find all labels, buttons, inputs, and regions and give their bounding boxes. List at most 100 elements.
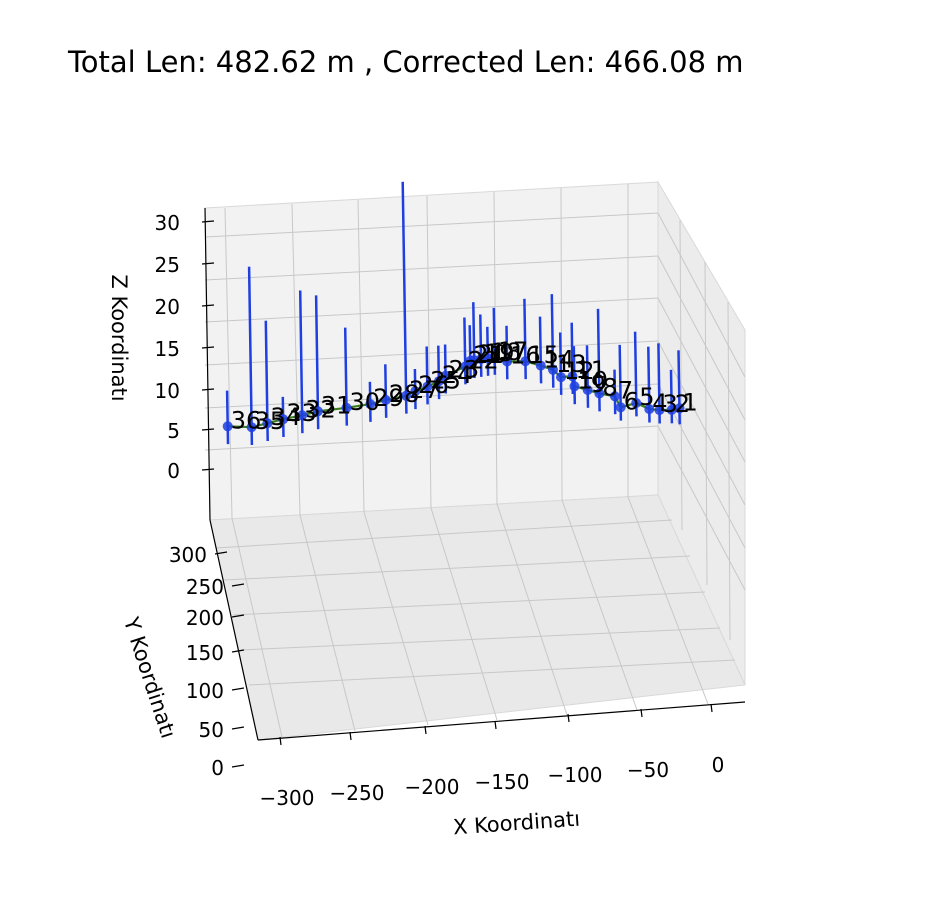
- z-tick-mark: [201, 346, 215, 349]
- station-point: [341, 402, 352, 413]
- station-point: [556, 372, 566, 383]
- x-tick-mark: [494, 720, 497, 730]
- z-tick-label: 10: [155, 379, 180, 403]
- z-tick-mark: [201, 304, 215, 307]
- z-tick-label: 5: [167, 419, 180, 443]
- station-error-bar: [298, 290, 304, 434]
- grid-line: [204, 340, 659, 366]
- station-error-bar: [538, 316, 543, 384]
- y-tick-label: 100: [186, 679, 224, 703]
- grid-line: [248, 659, 736, 686]
- z-tick-mark: [201, 468, 215, 471]
- station-label: 28: [389, 380, 420, 408]
- x-tick-label: −100: [548, 763, 603, 787]
- station-label: 8: [602, 374, 617, 402]
- station-point: [674, 403, 685, 414]
- station-point: [582, 385, 593, 395]
- station-point: [520, 356, 531, 367]
- x-tick-mark: [710, 703, 713, 713]
- z-tick-mark: [201, 428, 215, 431]
- grid-line: [627, 496, 709, 705]
- station-error-bar: [247, 266, 254, 446]
- station-point: [654, 405, 665, 416]
- axis-panes: [204, 180, 746, 741]
- grid-line: [215, 519, 673, 549]
- y-tick-mark: [231, 764, 245, 768]
- z-tick-mark: [201, 388, 215, 391]
- station-label: 3: [663, 390, 678, 418]
- station-point: [615, 402, 626, 413]
- z-tick-label: 15: [155, 337, 180, 361]
- station-point: [609, 391, 620, 402]
- station-label: 2: [675, 390, 690, 418]
- station-point: [548, 364, 558, 375]
- station-point: [644, 404, 655, 415]
- station-label: 31: [321, 391, 352, 419]
- station-label: 16: [510, 342, 541, 370]
- grid-line: [224, 207, 233, 519]
- station-point: [502, 356, 513, 367]
- station-point: [401, 390, 412, 401]
- station-point: [246, 422, 257, 433]
- station-error-bar: [425, 346, 429, 405]
- station-point: [365, 399, 376, 410]
- grid-line: [657, 255, 746, 421]
- station-label: 12: [564, 357, 595, 385]
- station-label: 9: [591, 370, 606, 398]
- y-axis-line: [209, 519, 259, 741]
- station-error-bar: [384, 364, 388, 418]
- station-label: 27: [409, 376, 440, 404]
- station-label: 35: [255, 407, 286, 435]
- station-labels: 1234567891011121314151617181920212223242…: [231, 337, 698, 435]
- z-tick-label: 0: [167, 459, 180, 483]
- station-label: 6: [624, 387, 639, 415]
- station-error-bar: [585, 345, 590, 408]
- grid-lines: [204, 184, 746, 738]
- grid-line: [363, 511, 429, 726]
- station-label: 22: [468, 347, 499, 375]
- station-label: 14: [544, 346, 575, 374]
- y-tick-mark: [231, 649, 245, 653]
- z-axis-label: Z Koordinatı: [107, 274, 131, 401]
- grid-line: [727, 301, 731, 641]
- z-tick-mark: [201, 262, 215, 265]
- x-axis-line: [257, 701, 746, 741]
- back-pane: [204, 181, 659, 521]
- grid-line: [204, 425, 659, 451]
- station-error-bar: [479, 314, 483, 377]
- station-label: 26: [418, 371, 449, 399]
- grid-line: [657, 425, 746, 591]
- station-label: 32: [305, 395, 336, 423]
- station-label: 13: [556, 350, 587, 378]
- station-label: 17: [498, 337, 529, 365]
- y-tick-mark: [231, 583, 245, 587]
- station-error-bar: [401, 181, 408, 414]
- z-tick-label: 20: [155, 295, 180, 319]
- station-error-bar: [468, 325, 472, 379]
- grid-line: [657, 297, 746, 463]
- station-error-bar: [437, 345, 441, 400]
- station-label: 1: [683, 388, 698, 416]
- x-tick-mark: [567, 713, 570, 723]
- station-point: [569, 381, 580, 392]
- y-tick-mark: [231, 687, 245, 691]
- station-point: [262, 418, 273, 429]
- z-tick-label: 25: [155, 253, 180, 277]
- station-points: [222, 351, 685, 433]
- station-point: [631, 398, 642, 408]
- x-tick-label: −50: [627, 758, 669, 782]
- grid-line: [496, 503, 568, 716]
- station-point: [440, 370, 451, 381]
- station-point: [433, 376, 444, 387]
- station-label: 36: [231, 406, 262, 434]
- station-label: 30: [350, 388, 381, 416]
- grid-line: [430, 507, 498, 721]
- y-tick-label: 50: [199, 718, 224, 742]
- x-tick-mark: [424, 725, 427, 735]
- x-axis-label: X Koordinatı: [452, 807, 581, 840]
- station-point: [422, 381, 433, 392]
- station-label: 20: [477, 340, 508, 368]
- grid-line: [561, 499, 638, 711]
